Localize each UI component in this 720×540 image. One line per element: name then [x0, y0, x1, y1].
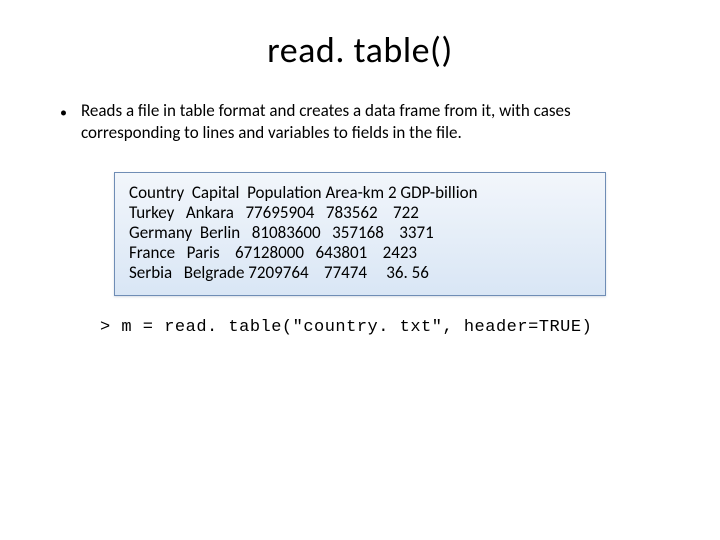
- code-line: > m = read. table("country. txt", header…: [100, 318, 720, 337]
- bullet-item: • Reads a file in table format and creat…: [60, 100, 660, 144]
- bullet-dot-icon: •: [60, 102, 67, 124]
- slide-title: read. table(): [0, 0, 720, 72]
- slide: read. table() • Reads a file in table fo…: [0, 0, 720, 540]
- data-table: Country Capital Population Area-km 2 GDP…: [129, 183, 591, 283]
- bullet-text: Reads a file in table format and creates…: [81, 100, 660, 144]
- data-table-box: Country Capital Population Area-km 2 GDP…: [114, 172, 606, 296]
